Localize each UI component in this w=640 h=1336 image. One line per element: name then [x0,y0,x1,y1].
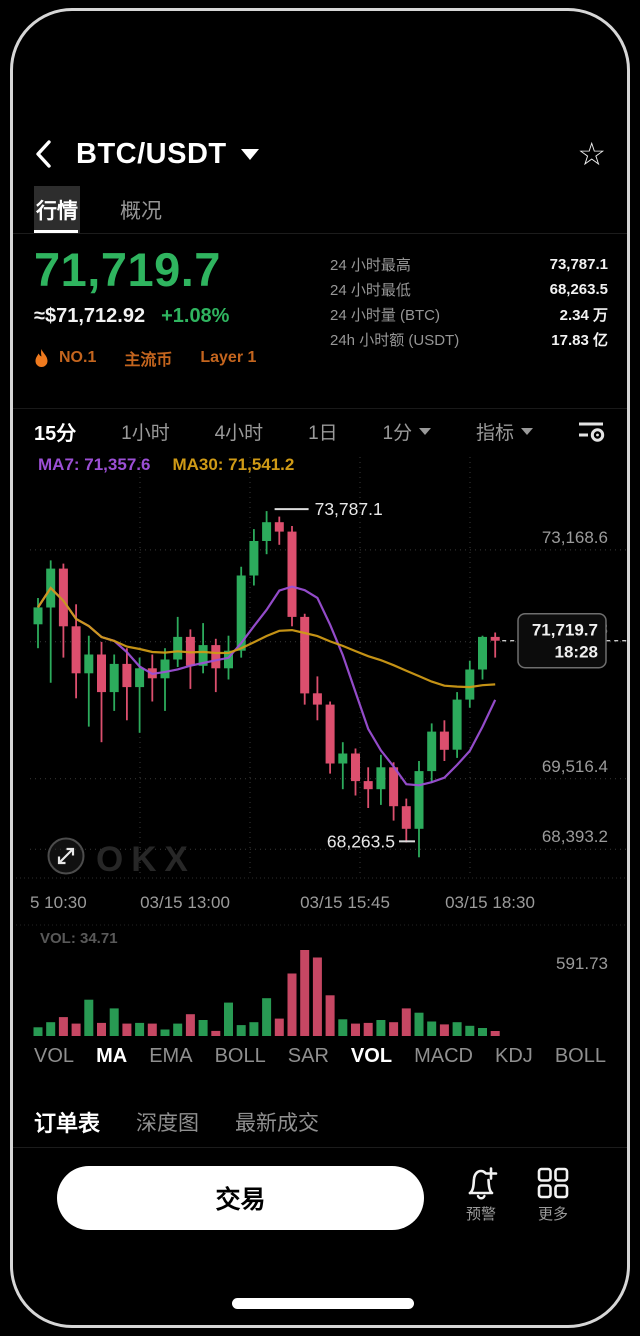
top-tabs: 行情 概况 [13,186,627,233]
flame-icon [35,348,48,367]
pair-dropdown-caret-icon[interactable] [240,148,259,160]
timeframe-row: 15分 1小时 4小时 1日 1分 指标 [13,408,627,453]
stat-value: 17.83 亿 [551,332,608,349]
tab-overview[interactable]: 概况 [120,199,162,223]
price-block: 71,719.7 ≈$71,712.92 +1.08% NO.1 主流币 Lay… [34,242,274,370]
svg-text:68,393.2: 68,393.2 [542,827,608,846]
last-price: 71,719.7 [34,243,221,296]
more-grid-icon [537,1167,569,1199]
ind-sar[interactable]: SAR [287,1044,329,1067]
alert-bell-icon [468,1167,498,1200]
stat-value: 68,263.5 [549,281,608,298]
legend-ma7: MA7: 71,357.6 [38,455,151,474]
tf-15m[interactable]: 15分 [34,422,77,445]
stat-row-volume-btc: 24 小时量 (BTC) 2.34 万 [330,302,608,327]
tf-4h[interactable]: 4小时 [214,422,264,444]
ind-boll2[interactable]: BOLL [554,1044,606,1067]
stat-label: 24 小时最低 [330,282,411,299]
stat-label: 24 小时最高 [330,257,411,274]
svg-text:71,719.7: 71,719.7 [532,621,598,640]
price-change: +1.08% [161,305,230,327]
tab-depth-chart[interactable]: 深度图 [136,1112,200,1135]
trade-button[interactable]: 交易 [57,1166,424,1230]
stat-row-low: 24 小时最低 68,263.5 [330,277,608,302]
back-button[interactable] [34,139,56,169]
volume-axis-max: 591.73 [556,954,608,973]
svg-text:5 10:30: 5 10:30 [30,893,87,912]
ind-kdj[interactable]: KDJ [495,1044,533,1067]
alert-label: 预警 [465,1206,496,1223]
ind-vol-sub[interactable]: VOL [350,1044,393,1067]
chart-canvas: 73,168.671,702.869,516.468,393.25 10:300… [13,452,627,920]
caret-down-icon [521,427,534,435]
divider [13,233,627,234]
caret-down-icon [419,427,432,435]
tab-latest-trades[interactable]: 最新成交 [235,1112,320,1135]
favorite-star-icon[interactable]: ☆ [577,136,606,172]
tf-1d[interactable]: 1日 [308,422,338,444]
phone-screen: BTC/USDT ☆ 行情 概况 71,719.7 ≈$71,712.92 +1… [13,11,627,1325]
home-indicator[interactable] [232,1298,414,1309]
stat-value: 73,787.1 [549,256,608,273]
pair-title[interactable]: BTC/USDT [76,137,227,170]
ind-ema[interactable]: EMA [149,1044,193,1067]
svg-text:03/15 15:45: 03/15 15:45 [300,893,390,912]
svg-text:03/15 13:00: 03/15 13:00 [140,893,230,912]
more-action[interactable]: 更多 [522,1166,584,1224]
indicator-tab-row: VOL MA EMA BOLL SAR VOL MACD KDJ BOLL [13,1038,627,1074]
divider [13,1147,627,1148]
stats-panel: 24 小时最高 73,787.1 24 小时最低 68,263.5 24 小时量… [330,252,608,352]
svg-text:03/15 18:30: 03/15 18:30 [445,893,535,912]
more-label: 更多 [537,1206,568,1223]
ind-boll[interactable]: BOLL [214,1044,266,1067]
rank-badge[interactable]: NO.1 [59,349,97,366]
category-badge-layer1[interactable]: Layer 1 [200,349,257,366]
svg-text:69,516.4: 69,516.4 [542,757,608,776]
stat-row-high: 24 小时最高 73,787.1 [330,252,608,277]
ind-vol-main[interactable]: VOL [34,1044,75,1067]
tab-market[interactable]: 行情 [34,186,80,233]
indicator-dropdown[interactable]: 指标 [476,418,534,445]
stat-label: 24 小时量 (BTC) [330,307,441,324]
back-chevron-icon [36,140,51,168]
volume-canvas [13,924,627,1042]
volume-pane[interactable]: VOL: 34.71 591.73 [13,924,627,1042]
svg-text:73,168.6: 73,168.6 [542,528,608,547]
svg-text:73,787.1: 73,787.1 [315,499,383,519]
bottom-tab-row: 订单表 深度图 最新成交 [13,1100,627,1144]
category-badge-mainstream[interactable]: 主流币 [124,352,173,369]
svg-text:68,263.5: 68,263.5 [327,831,395,851]
badge-row: NO.1 主流币 Layer 1 [34,346,274,370]
tab-order-book[interactable]: 订单表 [34,1111,101,1136]
alert-action[interactable]: 预警 [450,1166,512,1224]
expand-icon[interactable] [46,836,86,876]
app-root: BTC/USDT ☆ 行情 概况 71,719.7 ≈$71,712.92 +1… [13,11,627,1325]
tf-more-dropdown[interactable]: 1分 [383,418,432,445]
svg-text:18:28: 18:28 [555,643,598,662]
usd-price: ≈$71,712.92 [34,305,146,327]
ind-macd[interactable]: MACD [414,1044,473,1067]
okx-watermark: OKX [96,840,196,879]
chart-settings-icon[interactable] [578,419,606,443]
chart-legend: MA7: 71,357.6 MA30: 71,541.2 [38,455,294,475]
legend-ma30: MA30: 71,541.2 [172,455,295,474]
tf-1h[interactable]: 1小时 [121,422,170,444]
stat-row-turnover-usdt: 24h 小时额 (USDT) 17.83 亿 [330,327,608,352]
volume-value-label: VOL: 34.71 [40,930,118,947]
stat-label: 24h 小时额 (USDT) [330,332,460,349]
stat-value: 2.34 万 [559,307,608,324]
header: BTC/USDT ☆ [13,130,627,178]
candlestick-chart[interactable]: 73,168.671,702.869,516.468,393.25 10:300… [13,452,627,920]
ind-ma[interactable]: MA [96,1044,128,1067]
